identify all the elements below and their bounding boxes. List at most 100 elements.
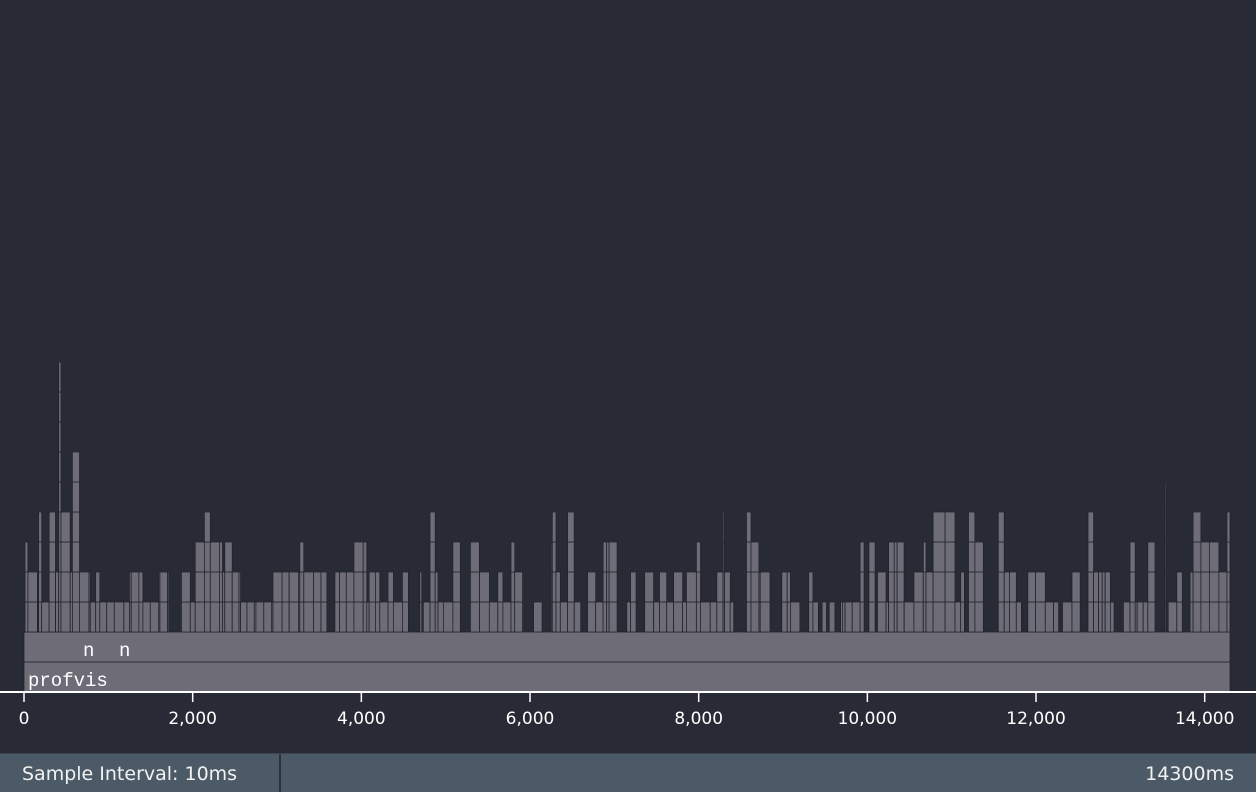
flame-frame[interactable]: [653, 601, 661, 633]
flame-frame[interactable]: [551, 511, 557, 543]
flame-frame[interactable]: [353, 571, 364, 603]
flame-frame[interactable]: [38, 511, 43, 543]
flame-frame[interactable]: [1009, 571, 1017, 603]
flame-frame[interactable]: [1071, 601, 1081, 633]
flame-frame[interactable]: [27, 601, 38, 633]
flame-frame[interactable]: [469, 571, 480, 603]
flame-frame[interactable]: [60, 541, 71, 573]
flame-frame[interactable]: [345, 571, 355, 603]
flame-frame[interactable]: [72, 511, 80, 543]
flame-frame[interactable]: [334, 571, 340, 603]
flame-frame[interactable]: [113, 601, 125, 633]
flame-frame[interactable]: [38, 571, 43, 603]
flame-frame[interactable]: [401, 571, 409, 603]
flame-frame[interactable]: [1035, 601, 1046, 633]
flame-frame[interactable]: [896, 601, 905, 633]
flame-frame[interactable]: [99, 601, 108, 633]
flame-frame[interactable]: [353, 541, 364, 573]
flame-frame[interactable]: [123, 601, 130, 633]
flame-frame[interactable]: [514, 601, 524, 633]
flame-frame[interactable]: [696, 541, 701, 573]
flame-frame[interactable]: [401, 601, 409, 633]
flame-frame[interactable]: [1164, 571, 1167, 603]
flame-frame[interactable]: [551, 571, 557, 603]
flame-frame[interactable]: [24, 571, 29, 603]
flame-frame[interactable]: [189, 601, 196, 633]
flame-frame[interactable]: [551, 541, 557, 573]
flame-frame[interactable]: [1192, 541, 1202, 573]
flame-frame[interactable]: [1164, 481, 1167, 513]
flame-frame[interactable]: [1209, 601, 1220, 633]
flame-frame[interactable]: [345, 601, 355, 633]
flame-frame[interactable]: [224, 601, 233, 633]
flame-frame[interactable]: [974, 541, 984, 573]
flame-frame[interactable]: [1027, 571, 1036, 603]
flame-frame[interactable]: [821, 601, 827, 633]
flame-frame[interactable]: [1101, 601, 1106, 633]
flame-frame[interactable]: [368, 571, 376, 603]
flame-frame[interactable]: [58, 391, 62, 423]
flame-frame[interactable]: [659, 601, 668, 633]
frame-label-n-2[interactable]: n: [119, 640, 130, 662]
flame-frame[interactable]: [893, 541, 898, 573]
flame-frame[interactable]: [419, 601, 423, 633]
flame-frame[interactable]: [644, 601, 655, 633]
flame-frame[interactable]: [72, 451, 80, 483]
flame-frame[interactable]: [944, 571, 956, 603]
flame-frame[interactable]: [339, 571, 347, 603]
flame-frame[interactable]: [686, 601, 697, 633]
flame-frame[interactable]: [925, 601, 934, 633]
flame-frame[interactable]: [808, 601, 814, 633]
flame-frame[interactable]: [429, 541, 436, 573]
flame-frame[interactable]: [567, 541, 575, 573]
flame-frame[interactable]: [452, 571, 461, 603]
flame-frame[interactable]: [1176, 601, 1183, 633]
flame-frame[interactable]: [602, 601, 608, 633]
flame-frame[interactable]: [567, 601, 575, 633]
flame-frame[interactable]: [1164, 541, 1167, 573]
flame-frame[interactable]: [555, 571, 561, 603]
flame-frame[interactable]: [608, 601, 618, 633]
flame-frame[interactable]: [299, 571, 305, 603]
flame-frame[interactable]: [1035, 571, 1046, 603]
flame-frame[interactable]: [859, 541, 865, 573]
flame-frame[interactable]: [595, 601, 604, 633]
flame-frame[interactable]: [387, 571, 394, 603]
flame-frame[interactable]: [750, 541, 760, 573]
flame-frame[interactable]: [1200, 601, 1210, 633]
flame-frame[interactable]: [469, 601, 480, 633]
flame-frame[interactable]: [968, 571, 976, 603]
flame-frame[interactable]: [60, 511, 71, 543]
flame-frame[interactable]: [997, 571, 1005, 603]
flame-frame[interactable]: [203, 601, 211, 633]
flame-frame[interactable]: [974, 571, 984, 603]
flame-frame[interactable]: [1192, 571, 1202, 603]
flame-frame[interactable]: [1226, 601, 1231, 633]
flame-frame[interactable]: [1129, 601, 1136, 633]
flame-frame[interactable]: [138, 571, 144, 603]
flame-frame[interactable]: [72, 481, 80, 513]
flame-frame[interactable]: [888, 541, 895, 573]
flame-frame[interactable]: [149, 601, 160, 633]
flame-frame[interactable]: [55, 601, 60, 633]
flame-frame[interactable]: [38, 541, 43, 573]
flame-frame[interactable]: [419, 571, 423, 603]
flame-frame[interactable]: [95, 571, 101, 603]
flame-frame[interactable]: [673, 601, 684, 633]
flame-frame[interactable]: [510, 571, 516, 603]
flame-frame[interactable]: [224, 571, 233, 603]
flame-frame[interactable]: [203, 511, 211, 543]
flame-frame[interactable]: [281, 571, 290, 603]
flame-frame[interactable]: [1015, 601, 1022, 633]
flame-frame[interactable]: [673, 571, 684, 603]
flame-frame[interactable]: [746, 541, 752, 573]
flame-frame[interactable]: [896, 541, 905, 573]
flame-frame[interactable]: [60, 601, 71, 633]
flame-frame[interactable]: [1129, 571, 1136, 603]
flame-frame[interactable]: [944, 541, 956, 573]
flame-frame[interactable]: [194, 571, 205, 603]
flame-frame[interactable]: [218, 601, 223, 633]
flame-frame[interactable]: [209, 601, 220, 633]
flame-frame[interactable]: [922, 601, 927, 633]
flame-frame[interactable]: [1104, 571, 1111, 603]
